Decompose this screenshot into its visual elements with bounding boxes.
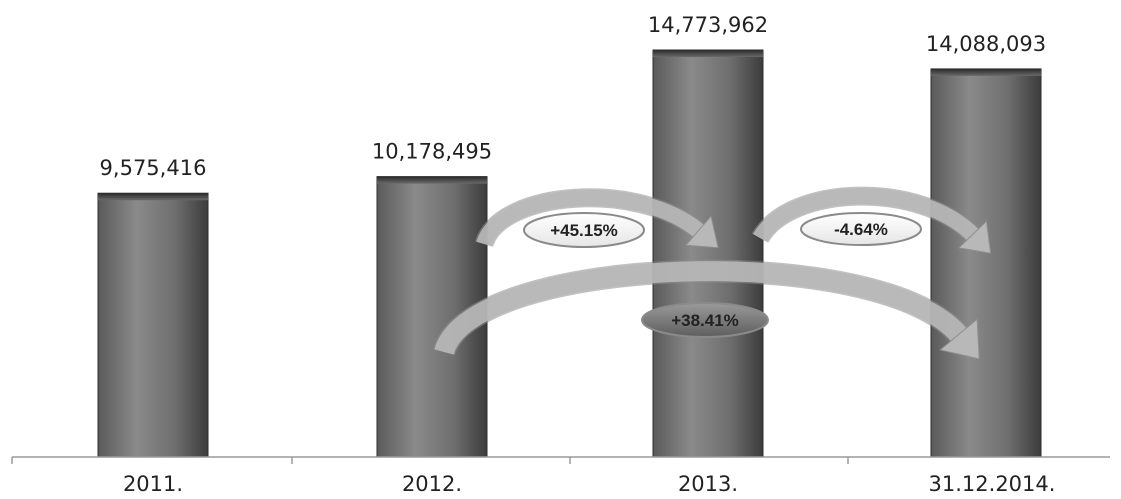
change-percent-label: -4.64% [834,220,888,239]
change-badge-3: +38.41% [641,302,769,338]
change-badge-1: +45.15% [523,212,645,248]
x-tick-label: 2013. [678,472,738,496]
bar-1 [97,192,209,458]
bar-4 [930,68,1042,458]
bar-value-label: 9,575,416 [100,156,207,180]
bar-top-bevel [98,193,208,201]
bar-value-label: 14,088,093 [926,32,1046,56]
bar-top-bevel [653,50,763,58]
change-arrow-3 [432,259,980,360]
bar-body [97,192,209,458]
bar-top-bevel [377,176,487,184]
change-percent-label: +45.15% [550,221,618,240]
bar-3 [652,49,764,458]
bar-value-label: 14,773,962 [648,13,768,37]
x-tick-label: 2011. [123,472,183,496]
bar-body [652,49,764,458]
change-arrow-1 [474,188,719,249]
bar-body [930,68,1042,458]
x-tick-label: 2012. [402,472,462,496]
bar-value-label: 10,178,495 [372,140,492,164]
change-percent-label: +38.41% [671,311,739,330]
change-badge-2: -4.64% [800,212,922,246]
bar-top-bevel [931,68,1041,76]
change-arrow-2 [751,186,992,254]
x-tick-label: 31.12.2014. [929,472,1056,496]
